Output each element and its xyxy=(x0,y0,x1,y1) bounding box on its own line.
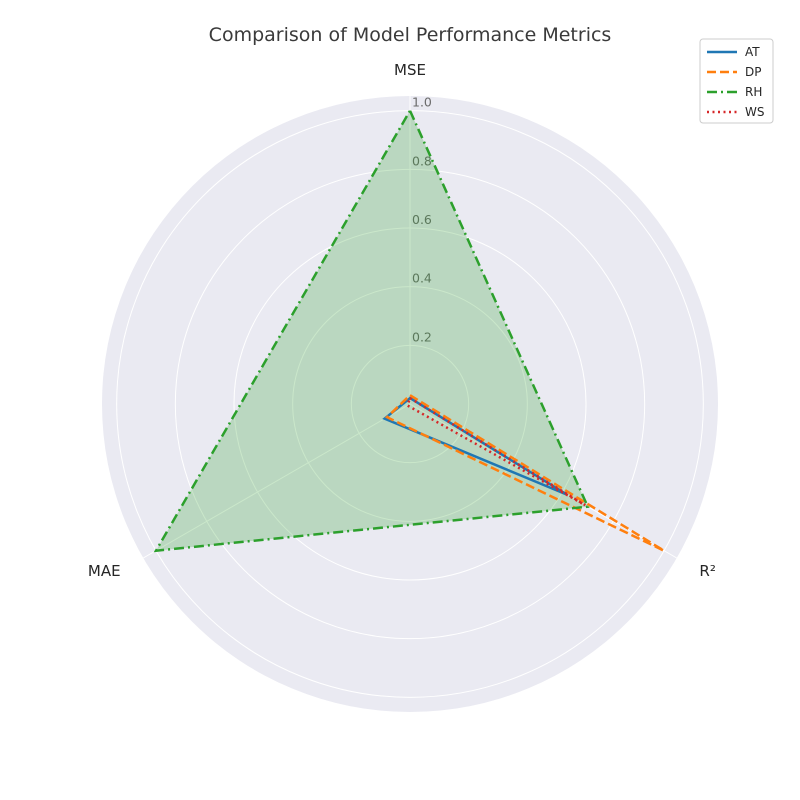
chart-title: Comparison of Model Performance Metrics xyxy=(209,24,612,46)
series-line-dp xyxy=(384,393,665,552)
legend: AT DP RH WS xyxy=(699,38,774,124)
grid: 0.2 0.4 0.6 0.8 1.0 xyxy=(116,95,704,698)
legend-label-rh: RH xyxy=(745,85,762,99)
legend-box xyxy=(699,38,774,124)
r-tick-label: 0.6 xyxy=(412,212,432,227)
axis-labels: MSE R² MAE xyxy=(88,61,716,580)
series-lines xyxy=(153,107,665,553)
legend-label-ws: WS xyxy=(745,105,764,119)
axis-label: MSE xyxy=(394,61,426,79)
legend-label-at: AT xyxy=(745,45,760,59)
spoke-line xyxy=(143,403,411,559)
legend-label-dp: DP xyxy=(745,65,761,79)
axis-label: MAE xyxy=(88,562,121,580)
r-tick-label: 0.4 xyxy=(412,271,432,286)
series-line-rh xyxy=(153,107,590,553)
r-tick-label: 1.0 xyxy=(412,95,432,110)
axis-label: R² xyxy=(699,562,715,580)
r-tick-label: 0.2 xyxy=(412,329,432,344)
series-line-ws xyxy=(405,396,586,507)
r-tick-label: 0.8 xyxy=(412,153,432,168)
